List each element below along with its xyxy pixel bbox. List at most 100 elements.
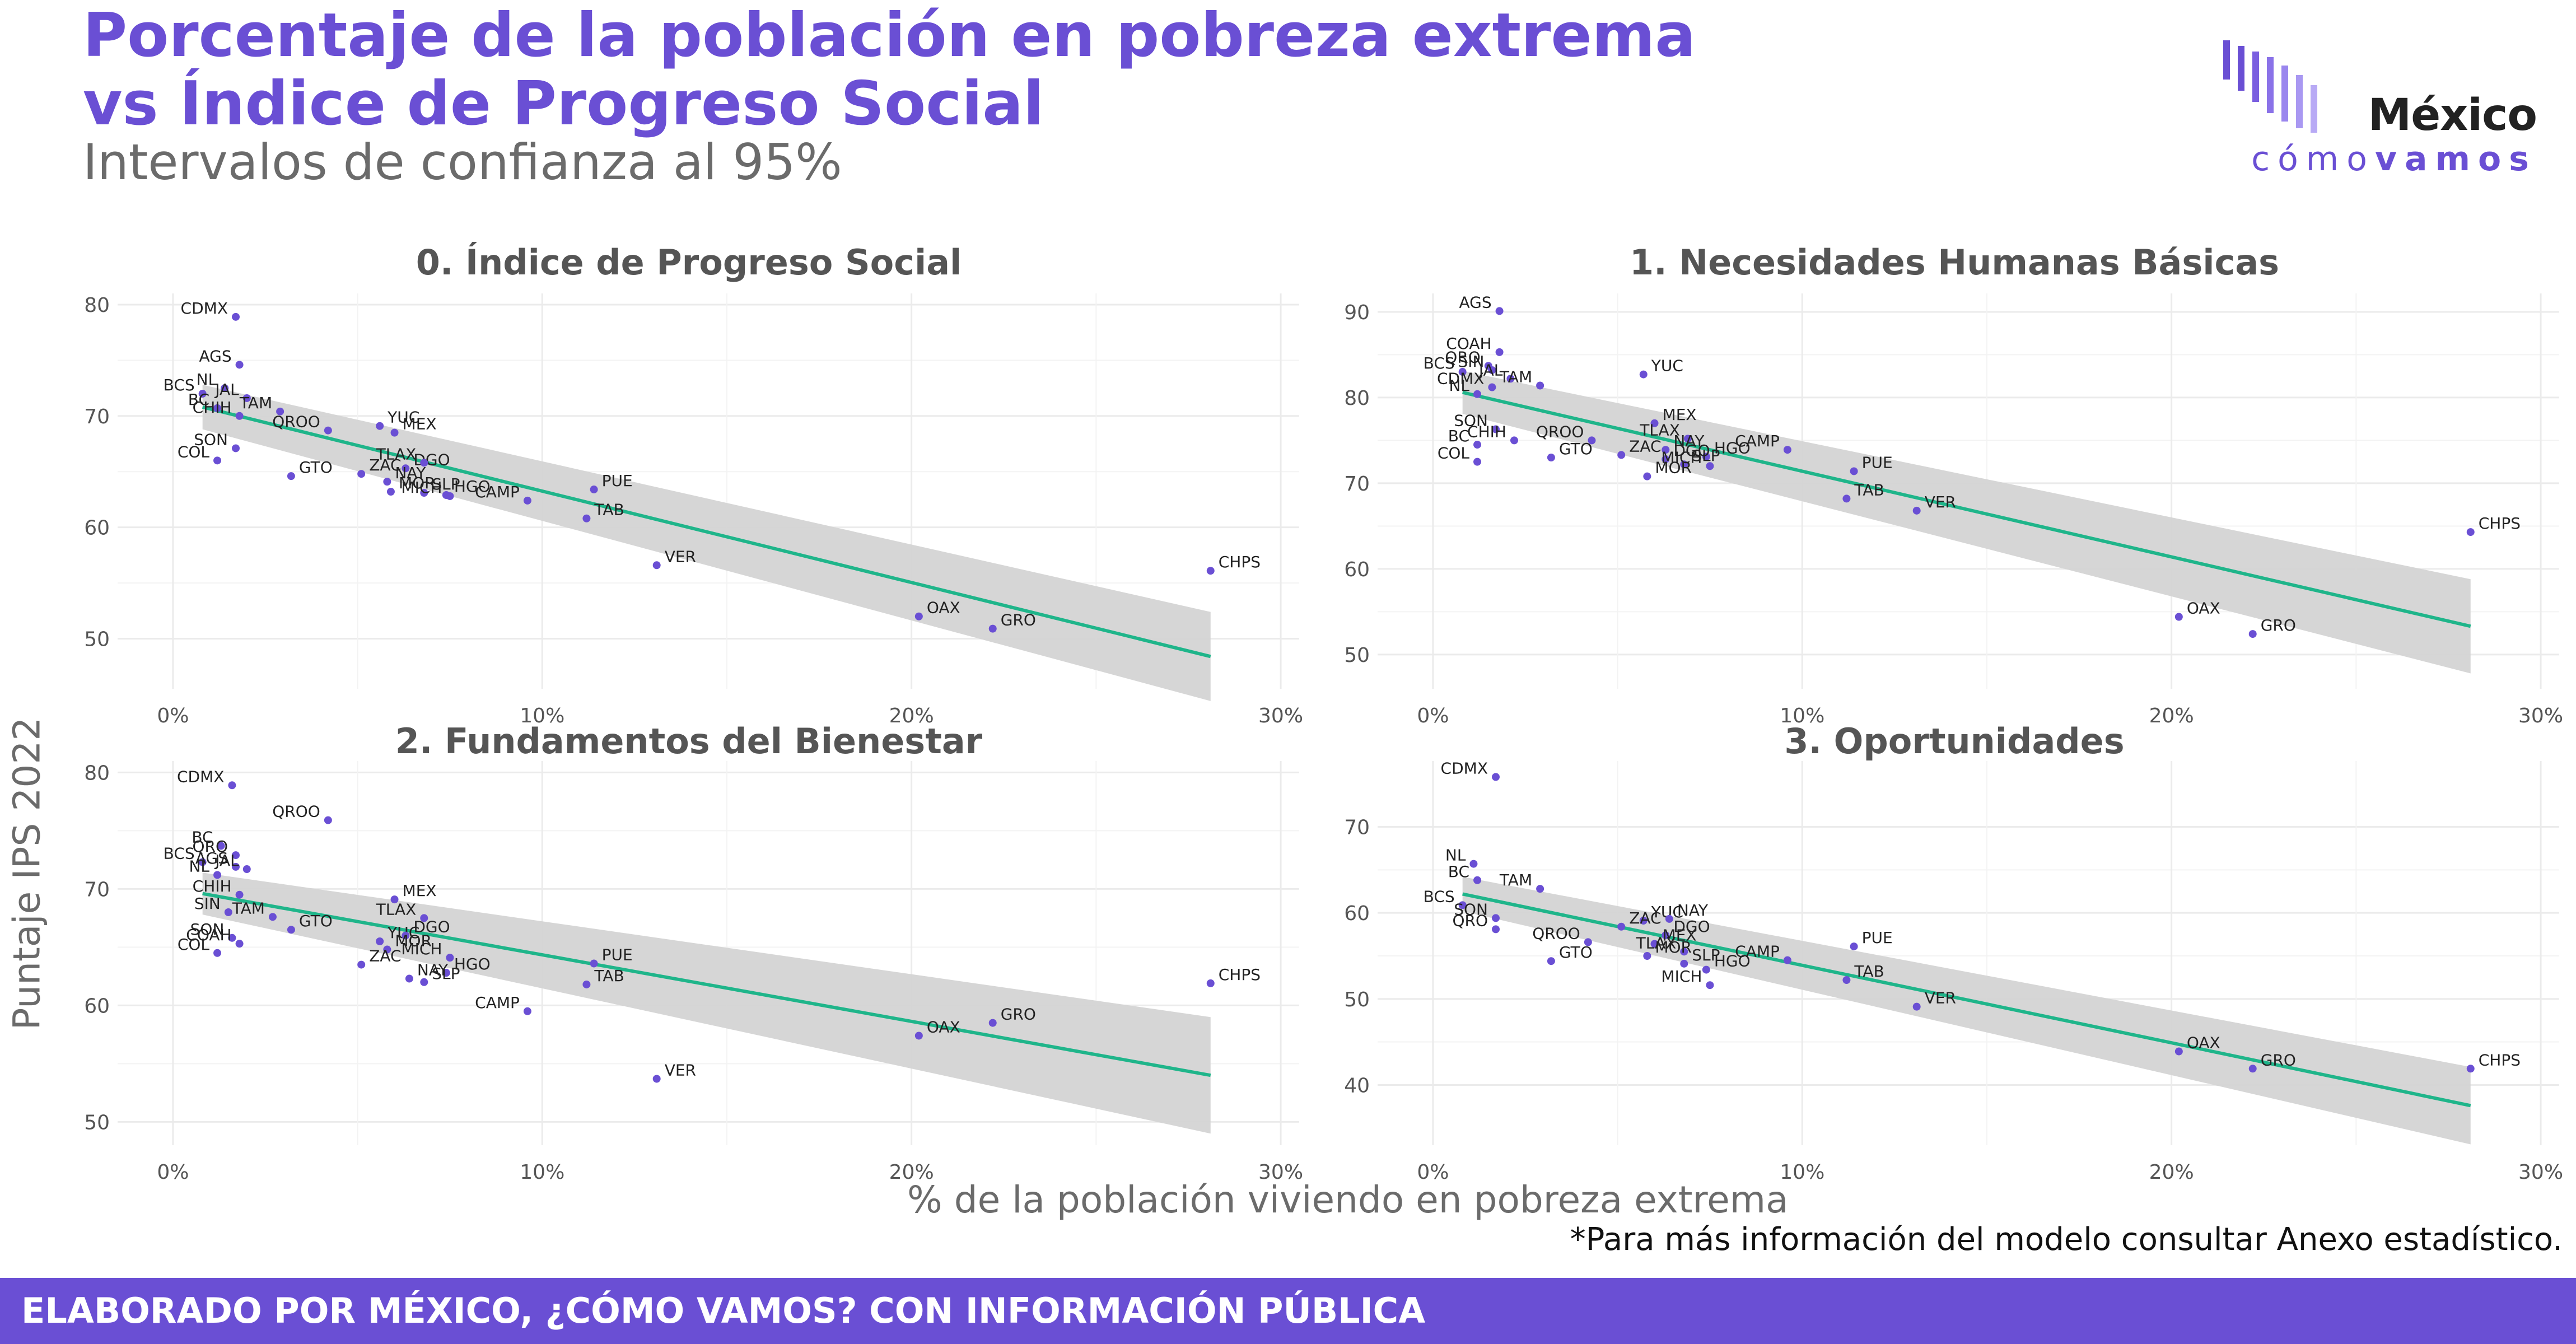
data-label-chih: CHIH [193,398,232,417]
data-label-qroo: QROO [272,413,320,431]
y-tick-label: 60 [84,995,110,1018]
data-label-zac: ZAC [1629,437,1661,455]
data-point-ver [652,1075,661,1083]
x-tick-label: 10% [1780,704,1824,727]
data-label-tlax: TLAX [376,445,417,463]
data-point-mich [446,492,454,500]
data-point-col [1473,458,1482,466]
data-point-son [1492,425,1500,433]
x-axis-label: % de la población viviendo en pobreza ex… [907,1178,1789,1221]
data-point-ags [1495,307,1504,315]
data-label-oax: OAX [2187,1034,2220,1052]
data-point-tam [1536,381,1544,390]
data-label-mor: MOR [1655,459,1692,477]
data-label-ver: VER [665,1061,696,1079]
data-label-qroo: QROO [1532,924,1580,942]
data-label-tam: TAM [232,899,265,917]
data-point-gto [287,926,295,934]
data-label-chps: CHPS [2479,514,2521,533]
data-point-mich [446,954,454,962]
data-point-camp [523,1007,531,1015]
data-point-tlax [420,914,428,922]
data-label-nay: NAY [1673,432,1705,450]
y-tick-label: 70 [1344,816,1370,839]
data-label-qro: QRO [1445,348,1481,366]
data-point-mex [390,895,399,904]
data-label-slp: SLP [432,964,460,983]
data-point-ver [1912,506,1921,515]
data-point-slp [420,489,428,497]
data-point-ver [1912,1002,1921,1011]
fit-line [1462,390,2471,628]
data-label-pue: PUE [1862,453,1893,472]
x-tick-label: 0% [157,704,189,727]
y-tick-label: 80 [84,294,110,317]
data-label-gto: GTO [299,912,333,930]
data-label-nay: NAY [1677,901,1709,920]
x-tick-label: 20% [2149,1161,2194,1184]
data-point-tam [1536,885,1544,893]
data-label-sin: SIN [194,894,221,913]
data-point-ags [232,862,240,871]
data-point-gro [2248,1065,2257,1073]
data-label-pue: PUE [1862,928,1893,947]
data-label-bc: BC [188,390,209,409]
data-point-qroo [324,426,332,435]
data-point-yuc [376,937,384,945]
data-label-camp: CAMP [1735,942,1780,961]
data-point-hgo [1702,452,1710,461]
data-label-yuc: YUC [387,408,419,427]
y-tick-label: 50 [84,628,110,651]
data-point-ver [652,561,661,570]
data-label-oax: OAX [927,1018,960,1036]
data-label-slp: SLP [1692,446,1720,465]
data-point-tab [1842,494,1851,503]
data-label-ver: VER [1925,989,1956,1007]
data-label-son: SON [190,920,225,939]
x-tick-label: 30% [1258,1161,1303,1184]
data-label-qroo: QROO [272,802,320,821]
logo-word-mexico: México [2368,90,2537,141]
panel-3: 3. Oportunidades 40 50 60 70 0% 10% 20% 30% CDMX N… [1344,721,2563,1184]
fit-line [202,892,1211,1077]
data-label-qroo: QROO [1536,422,1584,441]
data-label-nay: NAY [395,464,426,482]
data-point-mich [1706,981,1714,990]
data-label-bcs: BCS [1424,887,1455,906]
data-point-bcs [198,858,207,866]
data-label-gro: GRO [1001,611,1036,629]
data-label-qro: QRO [192,837,228,856]
logo-word-como: cómo [2251,139,2375,179]
data-point-mex [1650,940,1659,948]
data-point-qro [1492,925,1500,934]
data-point-camp [523,496,531,505]
data-point-son [232,444,240,452]
data-label-jal: JAL [1478,361,1503,379]
footer-bar: ELABORADO POR MÉXICO, ¿CÓMO VAMOS? CON I… [0,1278,2576,1344]
data-label-qro: QRO [1452,911,1488,930]
page-title-line-1: Porcentaje de la población en pobreza ex… [83,1,1696,71]
logo-word-como-vamos: cómovamos [2251,142,2537,176]
data-point-qro [232,851,240,860]
data-point-tlax [1680,948,1688,956]
logo-word-vamos: vamos [2374,139,2537,179]
data-point-dgo [1662,455,1670,464]
data-point-coah [235,940,244,948]
data-label-nl: NL [1445,846,1466,865]
data-point-cdmx [1488,383,1496,391]
y-tick-label: 50 [84,1111,110,1134]
data-point-tlax [1683,435,1692,443]
data-label-gro: GRO [2261,616,2296,634]
data-point-bcs [198,390,207,398]
data-point-zac [1617,451,1626,459]
data-label-cdmx: CDMX [1437,370,1484,388]
data-point-mex [390,428,399,437]
data-point-cdmx [232,312,240,321]
x-tick-label: 10% [1780,1161,1824,1184]
data-point-yuc [1639,917,1648,925]
data-point-cdmx [228,781,236,790]
data-label-nl: NL [1449,376,1469,395]
data-label-yuc: YUC [1651,357,1683,375]
data-label-bcs: BCS [164,376,195,394]
data-label-mex: MEX [403,881,437,900]
